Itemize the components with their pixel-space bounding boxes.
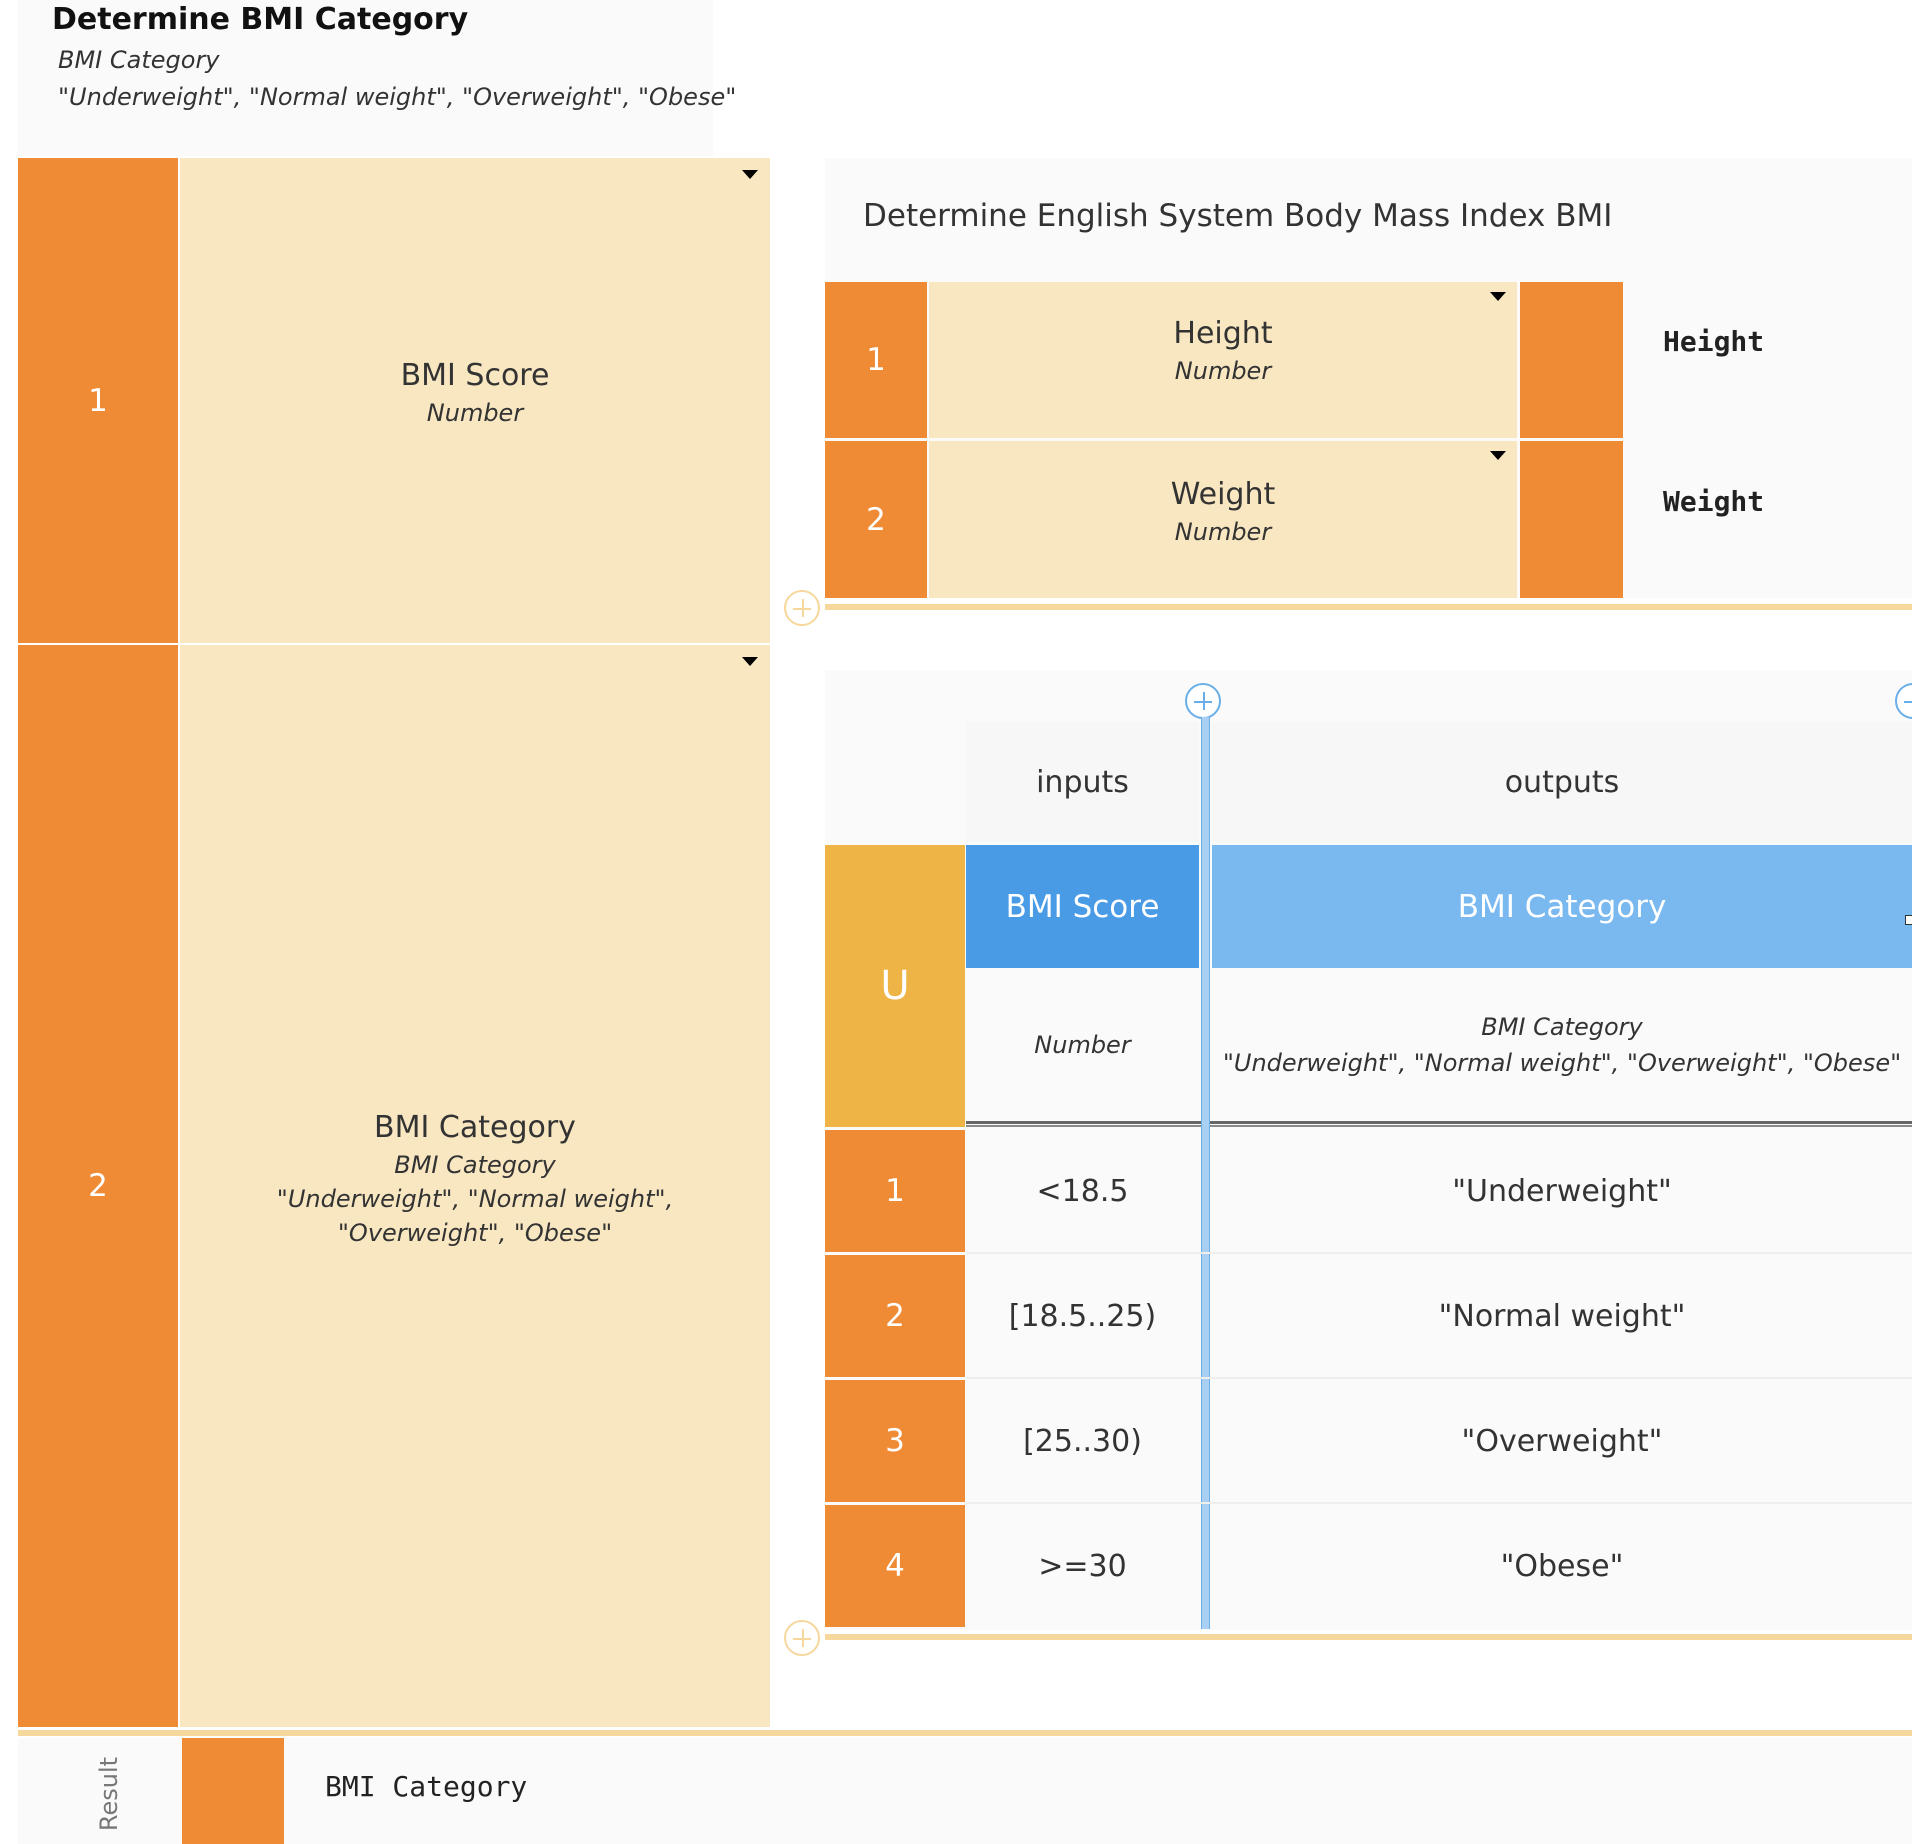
header-separator — [966, 1121, 1912, 1127]
rule-divider — [966, 1252, 1912, 1254]
input-column-type: Number — [966, 970, 1199, 1120]
entry-2-name: BMI Category — [374, 1110, 576, 1145]
output-column-resize-handle[interactable] — [1905, 915, 1912, 925]
output-column-header[interactable]: BMI Category — [1212, 845, 1912, 968]
context-type: BMI Category — [58, 46, 220, 74]
inputs-label: inputs — [966, 722, 1199, 842]
bmi-row-2-name: Weight — [1170, 477, 1276, 512]
entry-2-menu-caret-icon[interactable] — [742, 657, 758, 666]
context-title: Determine BMI Category — [52, 2, 469, 37]
bmi-row-1-value-marker[interactable] — [1520, 282, 1623, 438]
decision-table-add-rule-line — [825, 1634, 1912, 1640]
bmi-context-add-row-line — [825, 604, 1912, 610]
entry-2-label: BMI Category BMI Category "Underweight",… — [180, 1110, 770, 1247]
result-label: Result — [95, 1756, 124, 1832]
bmi-row-1-menu-caret-icon[interactable] — [1490, 292, 1506, 301]
context-allowed-values: "Underweight", "Normal weight", "Overwei… — [58, 83, 737, 111]
bmi-row-1-label: Height Number — [929, 316, 1517, 385]
hit-policy-cell[interactable]: U — [825, 845, 965, 1127]
bmi-row-1-name: Height — [1173, 316, 1273, 351]
bmi-row-2-menu-caret-icon[interactable] — [1490, 451, 1506, 460]
entry-1-cell[interactable] — [180, 158, 770, 643]
bmi-row-2-type: Number — [1174, 518, 1272, 546]
result-separator-line — [18, 1730, 1912, 1736]
output-column-type-block: BMI Category "Underweight", "Normal weig… — [1212, 970, 1912, 1120]
result-value[interactable]: BMI Category — [325, 1770, 528, 1803]
io-column-separator[interactable] — [1201, 717, 1210, 1629]
entry-2-type: BMI Category — [394, 1151, 556, 1179]
input-column-header[interactable]: BMI Score — [966, 845, 1199, 968]
rule-divider — [966, 1377, 1912, 1379]
rule-3-output[interactable]: "Overweight" — [1461, 1423, 1663, 1459]
rule-2-output[interactable]: "Normal weight" — [1438, 1298, 1686, 1334]
output-column-allowed: "Underweight", "Normal weight", "Overwei… — [1222, 1049, 1902, 1077]
entry-1-index[interactable]: 1 — [18, 158, 178, 643]
bmi-row-2-index[interactable]: 2 — [825, 441, 927, 598]
bmi-row-1-type: Number — [1174, 357, 1272, 385]
context-header — [18, 0, 713, 156]
decision-table-add-rule-plus-icon[interactable] — [784, 1620, 820, 1656]
bmi-context-add-row-plus-icon[interactable] — [784, 590, 820, 626]
rule-4-output[interactable]: "Obese" — [1500, 1548, 1624, 1584]
result-marker[interactable] — [182, 1738, 284, 1844]
entry-1-menu-caret-icon[interactable] — [742, 170, 758, 179]
bmi-row-1-value[interactable]: Height — [1663, 325, 1765, 358]
output-column-type: BMI Category — [1481, 1013, 1643, 1041]
entry-1-name: BMI Score — [400, 358, 550, 393]
bmi-row-2-value-marker[interactable] — [1520, 441, 1623, 598]
result-panel — [18, 1738, 1912, 1844]
rule-4-index[interactable]: 4 — [825, 1505, 965, 1627]
entry-1-label: BMI Score Number — [180, 358, 770, 427]
entry-2-index[interactable]: 2 — [18, 645, 178, 1727]
rule-divider — [966, 1502, 1912, 1504]
bmi-row-1-cell[interactable] — [929, 282, 1517, 438]
entry-2-allowed-line1: "Underweight", "Normal weight", — [276, 1185, 674, 1213]
bmi-context-title: Determine English System Body Mass Index… — [863, 198, 1613, 234]
rule-1-output[interactable]: "Underweight" — [1452, 1173, 1672, 1209]
entry-2-allowed-line2: "Overweight", "Obese" — [337, 1219, 613, 1247]
bmi-row-2-label: Weight Number — [929, 477, 1517, 546]
rule-4-input[interactable]: >=30 — [1038, 1548, 1127, 1584]
entry-2-cell[interactable] — [180, 645, 770, 1727]
bmi-row-1-index[interactable]: 1 — [825, 282, 927, 438]
rule-3-index[interactable]: 3 — [825, 1380, 965, 1502]
rule-3-input[interactable]: [25..30) — [1023, 1423, 1142, 1459]
rule-1-input[interactable]: <18.5 — [1036, 1173, 1129, 1209]
rule-2-index[interactable]: 2 — [825, 1255, 965, 1377]
bmi-row-2-cell[interactable] — [929, 441, 1517, 598]
add-input-column-plus-icon[interactable] — [1185, 683, 1221, 719]
rule-1-index[interactable]: 1 — [825, 1130, 965, 1252]
rule-2-input[interactable]: [18.5..25) — [1008, 1298, 1157, 1334]
entry-1-type: Number — [426, 399, 524, 427]
bmi-row-2-value[interactable]: Weight — [1663, 485, 1765, 518]
outputs-label: outputs — [1212, 722, 1912, 842]
